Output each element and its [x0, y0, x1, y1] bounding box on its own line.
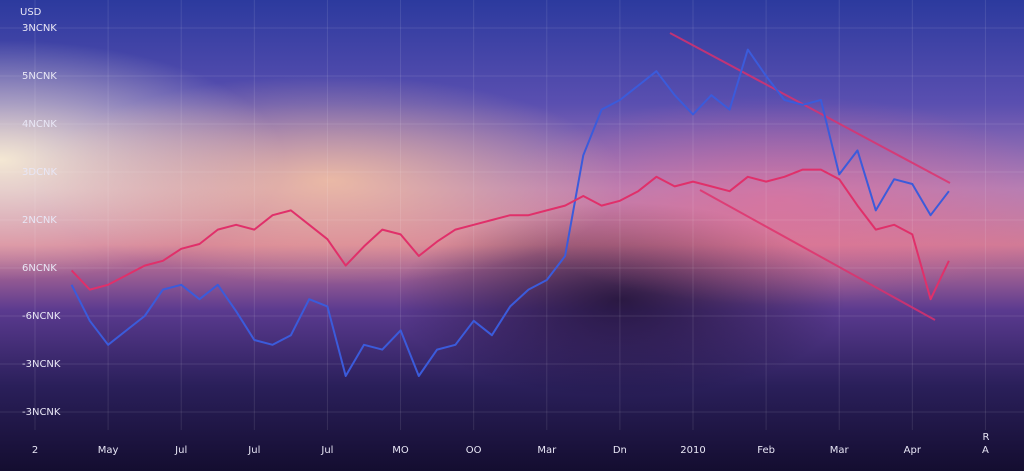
series-line — [70, 168, 950, 301]
y-tick-label: 3DCNK — [22, 167, 58, 178]
x-tick-label: OO — [466, 445, 482, 456]
x-tick-label: Mar — [537, 445, 557, 456]
annotation: R — [983, 432, 990, 443]
x-tick-label: Feb — [757, 445, 775, 456]
x-tick-label: Jul — [174, 445, 187, 456]
x-tick-label: Jul — [320, 445, 333, 456]
x-tick-label: Jul — [247, 445, 260, 456]
y-tick-label: 3NCNK — [22, 23, 57, 34]
y-axis-title: USD — [20, 7, 42, 18]
y-tick-label: 4NCNK — [22, 119, 57, 130]
series-line — [70, 48, 950, 377]
x-tick-label: MO — [392, 445, 409, 456]
x-tick-label: Dn — [613, 445, 627, 456]
x-tick-label: 2 — [32, 445, 38, 456]
y-tick-label: -3NCNK — [22, 359, 61, 370]
trend-line — [699, 189, 936, 321]
y-tick-label: 6NCNK — [22, 263, 57, 274]
y-tick-label: -3NCNK — [22, 407, 61, 418]
x-tick-label: Mar — [830, 445, 850, 456]
x-tick-label: Apr — [904, 445, 922, 456]
series-group — [70, 48, 950, 377]
y-tick-label: -6NCNK — [22, 311, 61, 322]
y-tick-label: 2NCNK — [22, 215, 57, 226]
x-tick-label: 2010 — [680, 445, 705, 456]
x-tick-label: May — [98, 445, 119, 456]
x-tick-label: A — [982, 445, 989, 456]
y-tick-label: 5NCNK — [22, 71, 57, 82]
grid — [0, 0, 1024, 430]
trend-line — [669, 32, 951, 184]
